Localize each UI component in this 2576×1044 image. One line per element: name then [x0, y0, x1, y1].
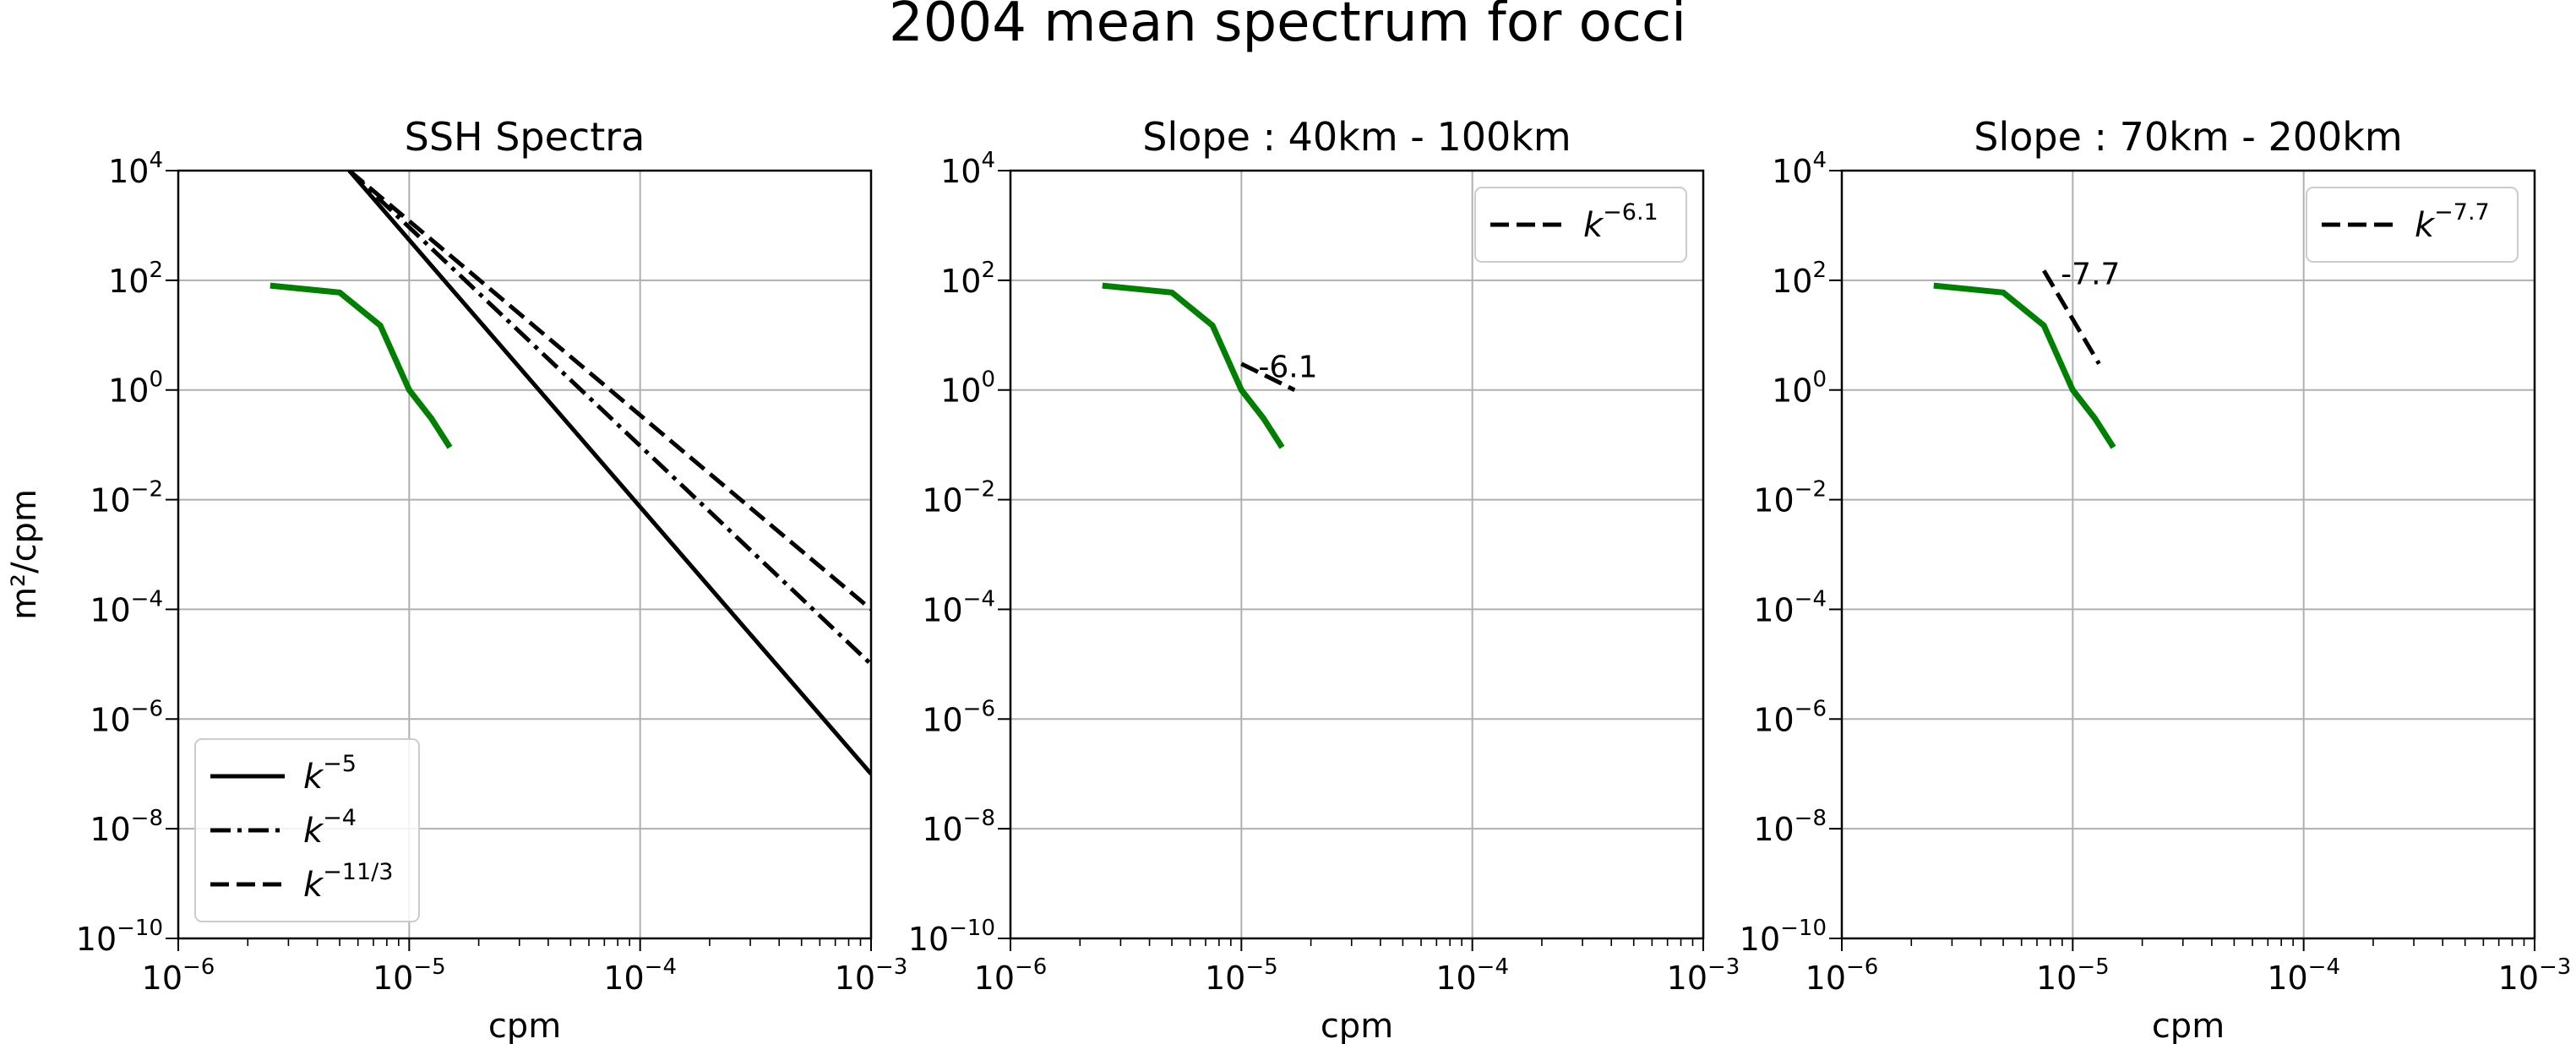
- y-tick-label: 10−6: [922, 696, 995, 738]
- plot-title: Slope : 70km - 200km: [1974, 114, 2402, 160]
- x-tick-label: 10−6: [1805, 954, 1879, 997]
- y-tick-label: 100: [940, 367, 995, 410]
- figure-title: 2004 mean spectrum for occi: [889, 0, 1686, 54]
- y-tick-label: 10−4: [922, 586, 995, 628]
- legend: k−5 k−4 k−11/3: [194, 738, 420, 922]
- legend-label: k−4: [303, 805, 357, 851]
- y-tick-label: 10−6: [90, 696, 163, 738]
- y-tick-label: 10−8: [1753, 806, 1827, 848]
- x-tick-label: 10−5: [373, 954, 446, 997]
- y-tick-label: 10−10: [1740, 916, 1827, 958]
- y-axis-label: m²/cpm: [5, 489, 44, 620]
- slope-annotation: -7.7: [2061, 257, 2120, 291]
- plot-frame: [1009, 169, 1705, 940]
- y-tick-label: 104: [1772, 148, 1827, 190]
- y-tick-label: 10−10: [908, 916, 995, 958]
- spectrum-line: [1102, 282, 1285, 449]
- y-tick-label: 10−4: [90, 586, 163, 628]
- y-tick-label: 102: [940, 258, 995, 300]
- legend: k−6.1: [1474, 187, 1687, 263]
- x-tick-label: 10−3: [1667, 954, 1740, 997]
- legend-box: [1474, 187, 1687, 263]
- series-line-k113: [347, 171, 871, 612]
- plot-frame: [1840, 169, 2536, 940]
- y-tick-label: 10−6: [1753, 696, 1827, 738]
- spectrum-line: [1933, 282, 2116, 449]
- x-axis-label: cpm: [1321, 1007, 1393, 1044]
- series-line-k77: [2042, 269, 2101, 365]
- plot-panel-3: 10−6 10−5 10−4 10−3 10−10 10−8 10−6 10−4 10−2 100…: [1740, 114, 2572, 1044]
- x-tick-label: 10−6: [142, 954, 215, 997]
- plot-frame: [177, 169, 873, 940]
- y-tick-label: 10−8: [90, 806, 163, 848]
- plot-panel-2: 10−6 10−5 10−4 10−3 10−10 10−8 10−6 10−4 10−2 100…: [908, 114, 1740, 1044]
- x-axis-label: cpm: [2152, 1007, 2225, 1044]
- x-axis-label: cpm: [488, 1007, 561, 1044]
- y-tick-label: 10−2: [90, 477, 163, 519]
- y-tick-label: 100: [1772, 367, 1827, 410]
- y-tick-label: 10−4: [1753, 586, 1827, 628]
- y-tick-label: 10−2: [922, 477, 995, 519]
- plot-title: Slope : 40km - 100km: [1142, 114, 1571, 160]
- x-tick-label: 10−5: [1205, 954, 1278, 997]
- y-tick-label: 100: [108, 367, 163, 410]
- y-tick-label: 10−2: [1753, 477, 1827, 519]
- legend-label: k−5: [303, 751, 357, 797]
- y-tick-label: 10−10: [76, 916, 163, 958]
- legend-label: k−7.7: [2415, 199, 2490, 245]
- legend-box: [2306, 187, 2519, 263]
- y-tick-label: 104: [108, 148, 163, 190]
- x-tick-label: 10−4: [2267, 954, 2340, 997]
- slope-annotation: -6.1: [1258, 351, 1317, 385]
- series-line-k4: [347, 171, 871, 666]
- x-tick-label: 10−6: [974, 954, 1048, 997]
- spectrum-line: [270, 282, 453, 449]
- x-tick-label: 10−3: [835, 954, 908, 997]
- legend-label: k−6.1: [1583, 199, 1658, 245]
- series-line-k5: [347, 171, 871, 775]
- y-tick-label: 102: [1772, 258, 1827, 300]
- x-tick-label: 10−3: [2498, 954, 2572, 997]
- x-tick-label: 10−4: [1435, 954, 1509, 997]
- legend-label: k−11/3: [303, 859, 393, 905]
- y-tick-label: 104: [940, 148, 995, 190]
- x-tick-label: 10−5: [2036, 954, 2110, 997]
- legend-box: [194, 738, 420, 922]
- y-tick-label: 102: [108, 258, 163, 300]
- plot-panel-1: 10−6 10−5 10−4 10−3 10−10 10−8 10−6 10−4 10−2 100…: [5, 114, 907, 1044]
- x-tick-label: 10−4: [603, 954, 677, 997]
- y-tick-label: 10−8: [922, 806, 995, 848]
- series-line-k61: [1240, 362, 1296, 392]
- plot-title: SSH Spectra: [405, 114, 645, 160]
- legend: k−7.7: [2306, 187, 2519, 263]
